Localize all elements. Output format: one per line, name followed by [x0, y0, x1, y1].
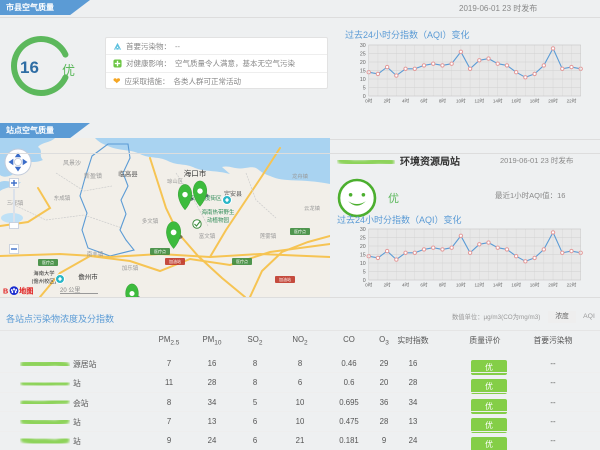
svg-text:14时: 14时 [493, 281, 503, 287]
svg-text:儋州市: 儋州市 [78, 272, 98, 281]
svg-text:医疗点: 医疗点 [42, 259, 54, 265]
svg-text:医疗点: 医疗点 [294, 228, 306, 234]
svg-text:22时: 22时 [567, 281, 577, 287]
svg-text:16时: 16时 [511, 281, 521, 287]
svg-text:医疗点: 医疗点 [154, 248, 166, 254]
svg-text:2时: 2时 [384, 281, 392, 287]
svg-text:莲雾镇: 莲雾镇 [260, 232, 277, 240]
svg-text:(儋州校区): (儋州校区) [32, 277, 57, 285]
svg-text:海南大学: 海南大学 [33, 269, 54, 277]
svg-text:云龙镇: 云龙镇 [304, 204, 321, 212]
svg-text:风景沙: 风景沙 [63, 160, 81, 167]
svg-text:25: 25 [360, 51, 366, 57]
svg-text:5: 5 [363, 269, 366, 275]
svg-text:加油站: 加油站 [279, 276, 291, 282]
svg-text:海南热带野生: 海南热带野生 [201, 208, 235, 216]
svg-text:多文镇: 多文镇 [142, 217, 159, 225]
svg-text:富文镇: 富文镇 [199, 232, 216, 240]
svg-text:临高县: 临高县 [118, 169, 138, 178]
svg-text:14时: 14时 [493, 97, 503, 103]
svg-text:20: 20 [360, 244, 366, 250]
svg-text:15: 15 [360, 252, 366, 258]
svg-text:龙舟镇: 龙舟镇 [292, 172, 309, 180]
svg-text:南丰镇: 南丰镇 [87, 250, 104, 258]
svg-text:海口市: 海口市 [184, 168, 207, 178]
svg-text:20: 20 [360, 60, 366, 66]
svg-text:16时: 16时 [511, 97, 521, 103]
svg-text:医疗点: 医疗点 [236, 258, 248, 264]
svg-text:0时: 0时 [365, 281, 373, 287]
svg-text:10: 10 [360, 261, 366, 267]
svg-text:30: 30 [360, 43, 366, 49]
svg-text:22时: 22时 [567, 97, 577, 103]
svg-text:8时: 8时 [439, 281, 447, 287]
svg-text:12时: 12时 [474, 281, 484, 287]
svg-text:加油站: 加油站 [169, 258, 181, 264]
svg-text:新盈镇: 新盈镇 [84, 172, 102, 180]
svg-text:12时: 12时 [474, 97, 484, 103]
svg-text:4时: 4时 [402, 281, 410, 287]
svg-text:5: 5 [363, 85, 366, 91]
svg-text:地图: 地图 [19, 287, 33, 296]
svg-text:10: 10 [360, 77, 366, 83]
svg-text:东成镇: 东成镇 [54, 194, 71, 202]
svg-text:15: 15 [360, 68, 366, 74]
svg-text:25: 25 [360, 235, 366, 241]
svg-text:动植物园: 动植物园 [207, 216, 230, 224]
svg-text:6时: 6时 [420, 97, 428, 103]
svg-text:4时: 4时 [402, 97, 410, 103]
svg-text:2时: 2时 [384, 97, 392, 103]
svg-text:10时: 10时 [456, 281, 466, 287]
svg-text:琼山区: 琼山区 [167, 177, 184, 185]
svg-text:18时: 18时 [530, 97, 540, 103]
svg-text:0时: 0时 [365, 97, 373, 103]
svg-text:20时: 20时 [548, 281, 558, 287]
svg-text:B: B [3, 287, 8, 296]
svg-text:8时: 8时 [439, 97, 447, 103]
svg-text:30: 30 [360, 227, 366, 233]
svg-text:6时: 6时 [420, 281, 428, 287]
svg-text:18时: 18时 [530, 281, 540, 287]
svg-text:20时: 20时 [548, 97, 558, 103]
svg-text:加乐镇: 加乐镇 [122, 264, 139, 272]
svg-text:10时: 10时 [456, 97, 466, 103]
svg-text:三都镇: 三都镇 [7, 199, 24, 207]
